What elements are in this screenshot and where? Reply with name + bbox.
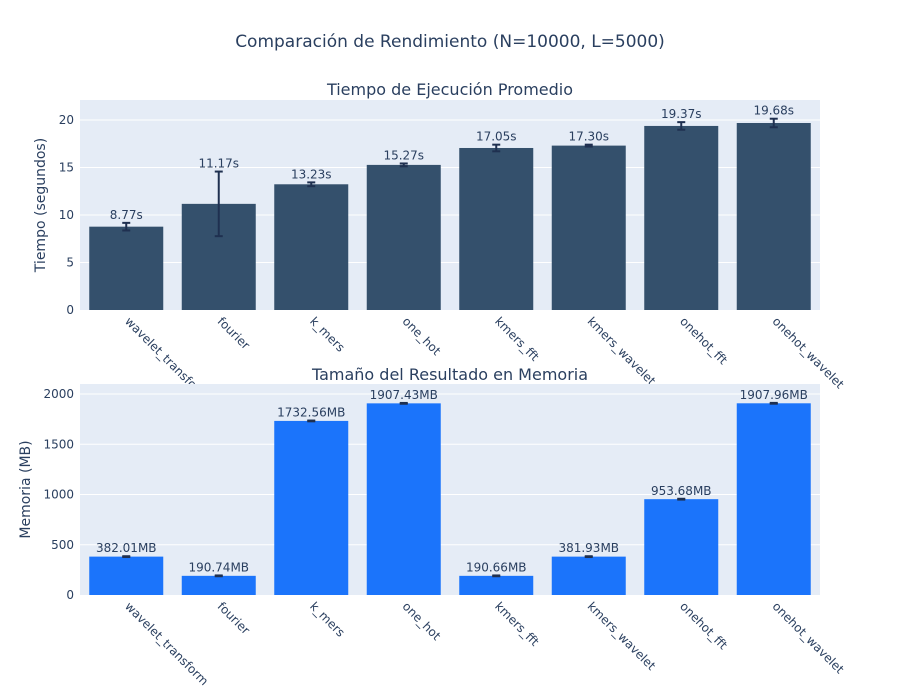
data-label: 381.93MB	[558, 541, 619, 555]
error-bar	[214, 170, 223, 238]
chart-title: Comparación de Rendimiento (N=10000, L=5…	[235, 32, 665, 52]
x-tick-label: fourier	[215, 599, 253, 637]
error-bar	[307, 419, 316, 423]
y-tick-label: 2000	[43, 387, 74, 401]
bar-kmers_fft	[459, 147, 534, 310]
y-tick-label: 1500	[43, 437, 74, 451]
y-tick-label: 10	[59, 208, 74, 222]
error-bar	[677, 121, 686, 131]
error-bar	[307, 181, 316, 188]
data-label: 8.77s	[110, 208, 143, 222]
error-bar	[584, 555, 593, 559]
x-tick-label: k_mers	[307, 314, 347, 354]
bar-one_hot	[366, 164, 441, 310]
data-label: 1907.43MB	[370, 388, 438, 402]
error-bar	[769, 401, 778, 405]
x-tick-label: kmers_wavelet	[585, 599, 659, 673]
subplot-title: Tiempo de Ejecución Promedio	[326, 80, 573, 99]
x-tick-label: fourier	[215, 314, 253, 352]
bar-kmers_wavelet	[551, 556, 626, 595]
x-tick-label: kmers_wavelet	[585, 314, 659, 388]
bar-one_hot	[366, 403, 441, 595]
error-bar	[492, 143, 501, 153]
data-label: 15.27s	[383, 148, 424, 162]
error-bar	[122, 221, 131, 232]
data-label: 382.01MB	[96, 541, 157, 555]
x-tick-label: onehot_fft	[677, 314, 730, 367]
bar-k_mers	[274, 184, 349, 310]
y-tick-label: 5	[66, 255, 74, 269]
x-tick-label: k_mers	[307, 599, 347, 639]
y-tick-label: 15	[59, 160, 74, 174]
data-label: 19.68s	[753, 104, 794, 118]
data-label: 953.68MB	[651, 484, 712, 498]
y-tick-label: 0	[66, 588, 74, 602]
data-label: 19.37s	[661, 107, 702, 121]
data-label: 190.66MB	[466, 560, 527, 574]
x-tick-label: onehot_wavelet	[770, 314, 847, 391]
data-label: 1732.56MB	[277, 406, 345, 420]
error-bar	[399, 401, 408, 405]
error-bar	[214, 574, 223, 578]
bar-fourier	[181, 575, 256, 595]
bar-wavelet_transform	[89, 226, 164, 310]
x-tick-label: one_hot	[400, 314, 444, 358]
x-tick-label: kmers_fft	[492, 314, 542, 364]
error-bar	[399, 162, 408, 168]
bar-onehot_wavelet	[736, 403, 811, 595]
bar-kmers_fft	[459, 575, 534, 595]
data-label: 11.17s	[198, 157, 239, 171]
data-label: 190.74MB	[188, 560, 249, 574]
data-label: 17.30s	[568, 130, 609, 144]
bar-k_mers	[274, 420, 349, 595]
subplot-title: Tamaño del Resultado en Memoria	[311, 365, 588, 384]
error-bar	[584, 143, 593, 148]
chart-panel-1: 0 5 10 15 20 Tiempo de Ejecución Promedio Tiem…	[33, 80, 847, 403]
x-tick-label: onehot_wavelet	[770, 599, 847, 676]
x-tick-label: kmers_fft	[492, 599, 542, 649]
y-axis-title: Tiempo (segundos)	[33, 138, 49, 273]
error-bar	[769, 117, 778, 129]
data-label: 13.23s	[291, 167, 332, 181]
error-bar	[677, 497, 686, 501]
bar-onehot_wavelet	[736, 122, 811, 310]
bar-kmers_wavelet	[551, 145, 626, 310]
y-tick-label: 1000	[43, 488, 74, 502]
bar-onehot_fft	[644, 499, 719, 595]
bar-wavelet_transform	[89, 556, 164, 595]
data-label: 17.05s	[476, 130, 517, 144]
y-axis-title: Memoria (MB)	[18, 440, 34, 538]
error-bar	[492, 574, 501, 578]
y-tick-label: 500	[51, 538, 74, 552]
chart-panel-2: 0 500 1000 1500 2000 Tamaño del Resultado en …	[18, 365, 847, 688]
error-bar	[122, 555, 131, 559]
data-label: 1907.96MB	[740, 388, 808, 402]
y-tick-label: 20	[59, 113, 74, 127]
bar-onehot_fft	[644, 125, 719, 310]
x-tick-label: wavelet_transform	[122, 599, 211, 688]
x-tick-label: one_hot	[400, 599, 444, 643]
y-tick-label: 0	[66, 303, 74, 317]
x-tick-label: onehot_fft	[677, 599, 730, 652]
